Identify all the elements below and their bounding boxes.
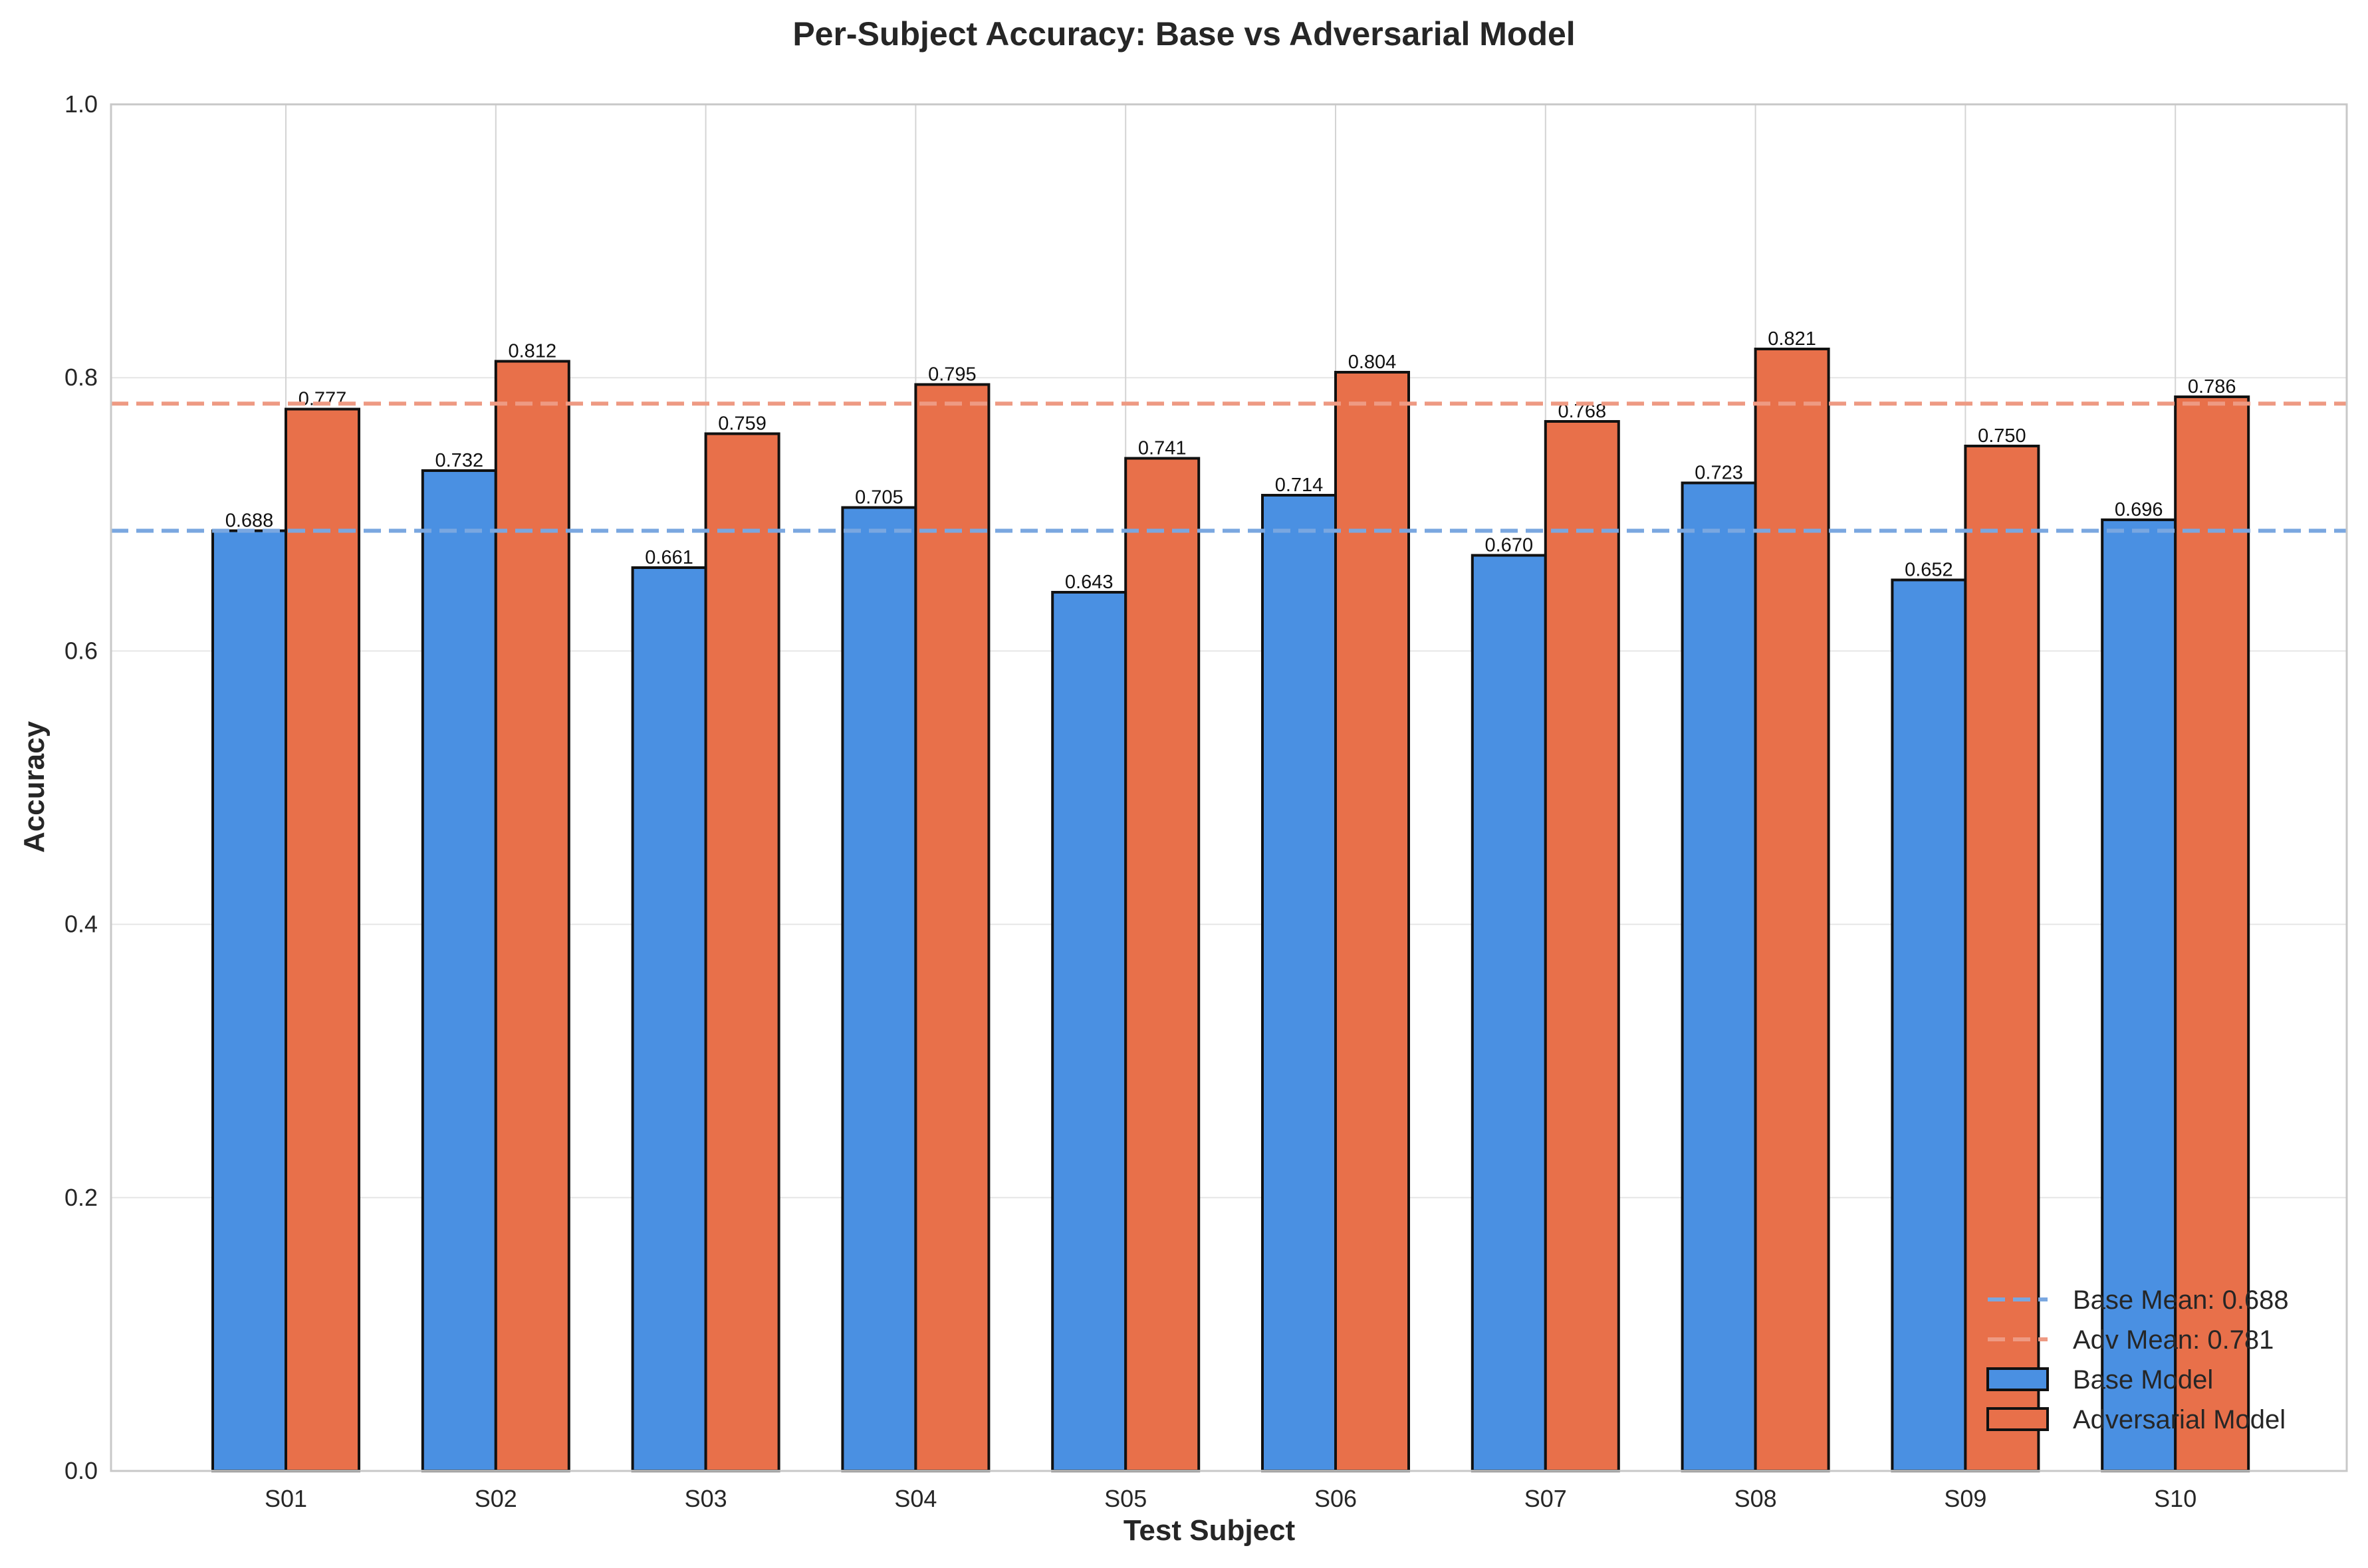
plot-border bbox=[110, 103, 2348, 1472]
data-label-adversarial: 0.777 bbox=[298, 388, 347, 409]
data-label-adversarial: 0.821 bbox=[1768, 328, 1816, 350]
bar-adversarial-model bbox=[494, 360, 570, 1473]
data-label-adversarial: 0.804 bbox=[1348, 352, 1397, 373]
bar-base-model bbox=[841, 506, 917, 1472]
data-label-base: 0.643 bbox=[1065, 572, 1114, 593]
x-tick-label: S06 bbox=[1314, 1485, 1357, 1512]
bar-base-model bbox=[1681, 481, 1757, 1473]
chart-title: Per-Subject Accuracy: Base vs Adversaria… bbox=[792, 15, 1575, 53]
data-label-base: 0.696 bbox=[2115, 499, 2163, 520]
legend-adversarial-model-swatch bbox=[1986, 1407, 2049, 1431]
y-tick-label: 0.4 bbox=[64, 911, 98, 938]
y-tick-label: 0.0 bbox=[64, 1457, 98, 1484]
data-label-adversarial: 0.759 bbox=[718, 413, 767, 434]
bar-adversarial-model bbox=[704, 432, 780, 1472]
legend-adv-mean-label: Adv Mean: 0.781 bbox=[2073, 1325, 2274, 1355]
y-tick-label: 0.2 bbox=[64, 1184, 98, 1211]
bar-adversarial-model bbox=[1124, 457, 1201, 1472]
data-label-adversarial: 0.795 bbox=[928, 364, 977, 385]
x-tick-label: S09 bbox=[1944, 1485, 1986, 1512]
data-label-adversarial: 0.750 bbox=[1978, 425, 2026, 447]
bar-adversarial-model bbox=[914, 383, 991, 1472]
data-label-base: 0.705 bbox=[855, 487, 903, 508]
data-label-adversarial: 0.741 bbox=[1138, 438, 1187, 459]
data-label-base: 0.670 bbox=[1485, 534, 1534, 556]
bar-adversarial-model bbox=[1964, 445, 2040, 1472]
bar-adversarial-model bbox=[1754, 348, 1830, 1472]
x-tick-label: S04 bbox=[894, 1485, 937, 1512]
x-tick-label: S01 bbox=[265, 1485, 307, 1512]
data-label-base: 0.714 bbox=[1275, 475, 1324, 496]
bar-adversarial-model bbox=[1544, 419, 1620, 1473]
data-label-base: 0.732 bbox=[435, 450, 484, 471]
bar-base-model bbox=[211, 529, 287, 1472]
x-tick-label: S07 bbox=[1524, 1485, 1567, 1512]
x-tick-label: S03 bbox=[685, 1485, 727, 1512]
bar-base-model bbox=[1261, 494, 1337, 1472]
legend-base-model-swatch bbox=[1986, 1367, 2049, 1391]
bar-adversarial-model bbox=[285, 407, 360, 1472]
bar-adversarial-model bbox=[1334, 370, 1410, 1473]
bar-base-model bbox=[421, 469, 497, 1472]
x-axis-label: Test Subject bbox=[1124, 1514, 1296, 1547]
data-label-base: 0.652 bbox=[1905, 559, 1953, 580]
data-label-base: 0.723 bbox=[1695, 463, 1743, 484]
x-tick-label: S02 bbox=[475, 1485, 517, 1512]
bar-base-model bbox=[1051, 590, 1127, 1473]
x-tick-label: S08 bbox=[1734, 1485, 1777, 1512]
data-label-base: 0.661 bbox=[645, 547, 693, 568]
bar-base-model bbox=[1471, 554, 1547, 1472]
y-tick-label: 0.6 bbox=[64, 637, 98, 664]
data-label-adversarial: 0.786 bbox=[2188, 376, 2236, 397]
bar-base-model bbox=[631, 566, 707, 1472]
legend-adversarial-model-label: Adversarial Model bbox=[2073, 1405, 2286, 1434]
data-label-base: 0.688 bbox=[225, 510, 274, 531]
x-tick-label: S10 bbox=[2154, 1485, 2196, 1512]
legend-base-mean-label: Base Mean: 0.688 bbox=[2073, 1286, 2289, 1315]
x-tick-label: S05 bbox=[1104, 1485, 1147, 1512]
bar-base-model bbox=[2101, 518, 2177, 1472]
y-tick-label: 0.8 bbox=[64, 364, 98, 391]
bar-base-model bbox=[1891, 578, 1967, 1472]
y-tick-label: 1.0 bbox=[64, 90, 98, 118]
data-label-adversarial: 0.812 bbox=[509, 341, 557, 362]
legend-base-model-label: Base Model bbox=[2073, 1365, 2213, 1395]
y-axis-label: Accuracy bbox=[18, 721, 51, 853]
